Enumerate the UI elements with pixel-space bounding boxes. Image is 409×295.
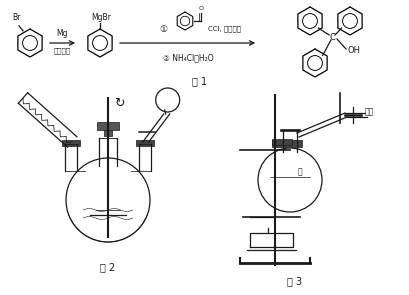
Text: Br: Br xyxy=(12,13,20,22)
Text: 水: 水 xyxy=(297,168,302,176)
Text: O: O xyxy=(198,6,203,11)
Text: ①: ① xyxy=(159,24,166,34)
Text: 无水乙醚: 无水乙醚 xyxy=(54,47,71,54)
Bar xyxy=(62,140,80,146)
Text: ② NH₄Cl，H₂O: ② NH₄Cl，H₂O xyxy=(163,53,213,62)
Text: C: C xyxy=(328,32,334,42)
Text: 图 3: 图 3 xyxy=(287,276,302,286)
Text: MgBr: MgBr xyxy=(91,13,111,22)
Text: 图 2: 图 2 xyxy=(100,262,115,272)
Text: 旋塞: 旋塞 xyxy=(364,107,373,117)
Text: 图 1: 图 1 xyxy=(192,76,207,86)
Bar xyxy=(104,130,112,136)
Bar xyxy=(135,140,153,146)
Bar xyxy=(97,122,119,130)
Text: CCl, 无水乙醚: CCl, 无水乙醚 xyxy=(207,26,240,32)
Text: Mg: Mg xyxy=(56,29,68,38)
Bar xyxy=(271,139,291,145)
Text: ↻: ↻ xyxy=(114,96,124,109)
Bar xyxy=(271,140,301,147)
Text: OH: OH xyxy=(347,47,360,55)
